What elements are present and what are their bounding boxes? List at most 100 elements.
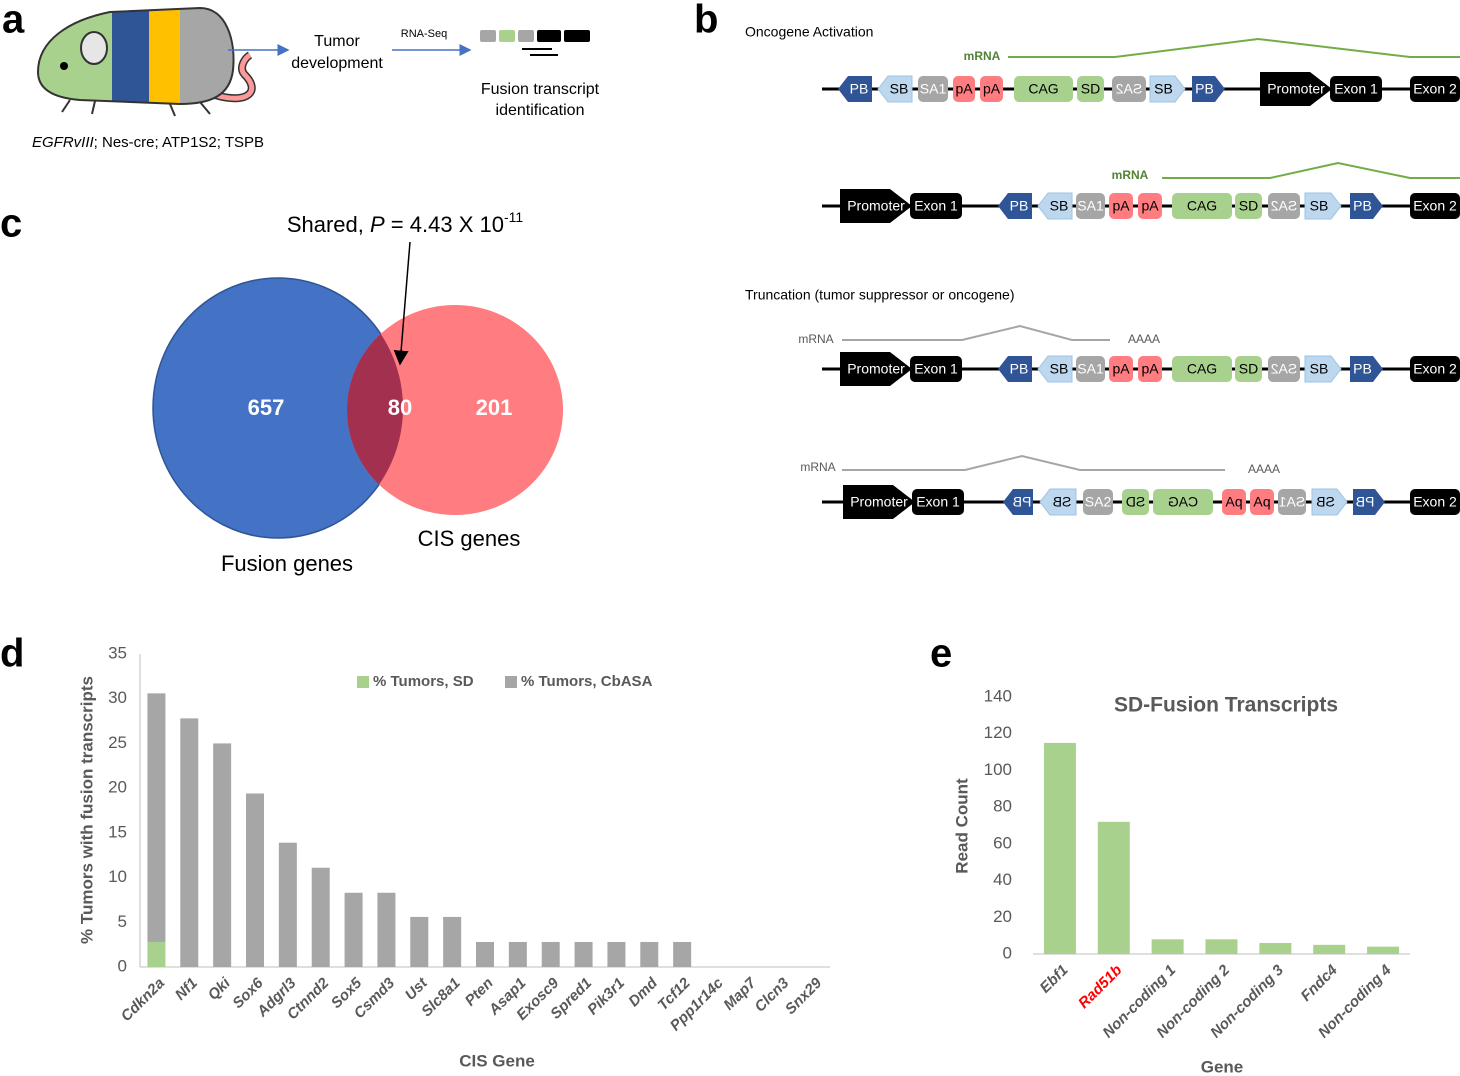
element [1138,356,1162,382]
y-tick-label: 30 [108,688,127,707]
bar [508,941,527,967]
element [1076,193,1105,219]
y-tick-label: 80 [993,797,1012,816]
element-label: SD [1239,361,1258,377]
y-tick-label: 25 [108,733,127,752]
element-label: SA2 [1271,198,1298,214]
read-icon [480,30,590,56]
element [1153,489,1213,515]
element [1268,193,1300,219]
element-label: SB [1053,494,1072,510]
y-tick-label: 10 [108,867,127,886]
legend-label: % Tumors, SD [373,673,474,690]
element [1149,75,1186,103]
element-label: Promoter [847,361,905,377]
annotation-part: -11 [504,209,523,225]
bar [1205,939,1238,954]
element-label: pA [1112,198,1130,214]
element-label: PB [1195,81,1214,97]
y-tick-label: 20 [108,778,127,797]
element-label: SB [1050,361,1069,377]
element [1138,193,1162,219]
bar [180,718,199,967]
element [1260,72,1332,106]
element [998,193,1032,219]
element-label: Promoter [1267,81,1325,97]
element [1410,193,1460,219]
element [1003,489,1033,515]
venn-annotation: Shared, P = 4.43 X 10-11 [287,209,524,237]
element-label: PB [1010,198,1029,214]
element-label: CAG [1168,494,1198,510]
chart-title: SD-Fusion Transcripts [1114,694,1338,717]
element-label: SA2 [1271,361,1298,377]
y-tick-label: 20 [993,907,1012,926]
bar [1367,946,1400,954]
element-label: pA [1141,198,1159,214]
bar [311,867,330,967]
element-label: PB [1013,494,1032,510]
mrna-label: mRNA [800,460,835,474]
bar [278,842,297,967]
y-tick-label: 35 [108,643,127,662]
element [1350,193,1383,219]
step-text: development [291,55,383,72]
bar [607,941,626,967]
element-label: CAG [1187,198,1217,214]
element-label: SA1 [1279,494,1306,510]
element-label: PB [1356,494,1375,510]
element-label: pA [1253,494,1271,510]
venn-count: 201 [476,395,513,420]
element [1311,488,1348,516]
element [1304,192,1342,220]
venn: 657 80 201 Fusion genes CIS genes [152,277,563,576]
element [1410,356,1460,382]
element-label: PB [1353,198,1372,214]
element-label: pA [1225,494,1243,510]
y-tick-label: 0 [118,956,127,975]
element [1014,76,1073,102]
element [1112,76,1146,102]
element-label: SA1 [1077,361,1104,377]
bar [640,941,659,967]
charts: 0 5 10 15 20 25 30 35 % Tumors with fusion trans… [77,643,1410,1076]
mrna-label: mRNA [964,49,1001,63]
step-text: Tumor [314,33,360,50]
element-label: Exon 2 [1413,361,1457,377]
element [1222,489,1246,515]
y-tick-label: 40 [993,870,1012,889]
element-label: SB [1310,198,1329,214]
element-label: SA1 [1077,198,1104,214]
x-tick-label: Snx29 [782,974,826,1018]
element-label: pA [955,81,973,97]
element [1122,489,1149,515]
bar [246,793,264,967]
element [1076,356,1105,382]
element [1172,193,1232,219]
bar [1043,742,1076,954]
mrna-line [842,324,1110,341]
element [1353,489,1385,515]
bar [541,941,560,967]
legend-swatch [357,676,369,688]
x-tick-label: Ebf1 [1037,962,1072,997]
bar [147,941,166,967]
element [1109,193,1133,219]
x-axis-title: CIS Gene [459,1051,535,1070]
element [1235,356,1262,382]
element [910,356,962,382]
element-label: PB [1353,361,1372,377]
element [998,356,1032,382]
element [1410,76,1460,102]
element-label: CAG [1028,81,1058,97]
element [1037,192,1073,220]
element [1172,356,1232,382]
element-label: CAG [1187,361,1217,377]
element-label: pA [1112,361,1130,377]
element [953,76,975,102]
venn-count: 80 [388,395,412,420]
bar [1259,942,1292,954]
element [840,352,912,386]
element-label: SB [1154,81,1173,97]
